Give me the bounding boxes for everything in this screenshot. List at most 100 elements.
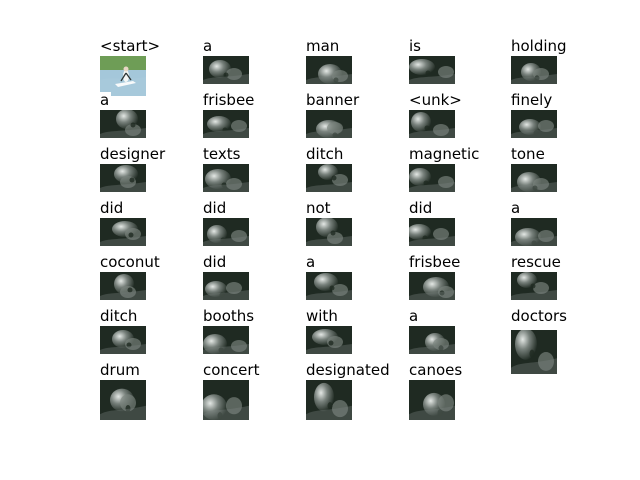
caption-step: texts (203, 146, 293, 200)
caption-word: ditch (100, 307, 140, 325)
caption-word: ditch (306, 145, 346, 163)
caption-step: doctors (511, 307, 601, 374)
caption-step: holding (511, 38, 601, 92)
attention-map-thumbnail (409, 56, 455, 84)
attention-map-thumbnail (203, 218, 249, 246)
caption-step: coconut (100, 254, 190, 308)
attention-map-thumbnail (409, 272, 455, 300)
caption-word: doctors (511, 307, 569, 325)
caption-word: coconut (100, 253, 162, 271)
caption-step: ditch (306, 146, 396, 200)
attention-map-thumbnail (409, 110, 455, 138)
caption-word: frisbee (203, 91, 257, 109)
caption-word: holding (511, 37, 569, 55)
attention-map-thumbnail (306, 380, 352, 420)
caption-step: <start> (100, 37, 190, 96)
caption-step: not (306, 200, 396, 254)
caption-step: a (203, 38, 293, 92)
caption-step: a (306, 254, 396, 308)
caption-step: frisbee (203, 92, 293, 146)
caption-word: <start> (100, 37, 163, 55)
attention-map-thumbnail (306, 272, 352, 300)
caption-word: a (511, 199, 523, 217)
caption-step: rescue (511, 254, 601, 308)
caption-word: frisbee (409, 253, 463, 271)
caption-step: canoes (409, 361, 499, 420)
attention-map-thumbnail (203, 110, 249, 138)
caption-step: did (409, 200, 499, 254)
caption-word: a (203, 37, 215, 55)
caption-word: did (100, 199, 126, 217)
caption-step: frisbee (409, 254, 499, 308)
caption-word: did (203, 253, 229, 271)
caption-step: <unk> (409, 92, 499, 146)
attention-map-thumbnail (409, 164, 455, 192)
caption-step: a (100, 92, 190, 146)
attention-map-thumbnail (100, 380, 146, 420)
caption-word: finely (511, 91, 555, 109)
caption-word: texts (203, 145, 243, 163)
source-image-thumbnail (100, 56, 146, 96)
caption-step: drum (100, 361, 190, 420)
caption-word: booths (203, 307, 257, 325)
caption-word: designated (306, 361, 392, 379)
caption-word: with (306, 307, 340, 325)
attention-map-thumbnail (306, 326, 352, 354)
caption-word: a (306, 253, 318, 271)
attention-map-thumbnail (203, 326, 249, 354)
attention-map-thumbnail (100, 326, 146, 354)
attention-map-thumbnail (409, 380, 455, 420)
caption-step: designated (306, 361, 396, 420)
attention-map-thumbnail (203, 380, 249, 420)
attention-map-thumbnail (100, 110, 146, 138)
caption-step: magnetic (409, 146, 499, 200)
caption-word: a (409, 307, 421, 325)
attention-map-thumbnail (203, 164, 249, 192)
attention-map-thumbnail (203, 272, 249, 300)
caption-word: rescue (511, 253, 563, 271)
attention-map-thumbnail (203, 56, 249, 84)
caption-word: <unk> (409, 91, 464, 109)
caption-step: tone (511, 146, 601, 200)
caption-step: a (511, 200, 601, 254)
attention-map-thumbnail (100, 272, 146, 300)
caption-step: concert (203, 361, 293, 420)
caption-step: man (306, 38, 396, 92)
attention-map-thumbnail (306, 218, 352, 246)
attention-map-thumbnail (511, 110, 557, 138)
caption-step: is (409, 38, 499, 92)
attention-map-thumbnail (511, 56, 557, 84)
caption-word: not (306, 199, 333, 217)
caption-step: did (203, 200, 293, 254)
attention-map-thumbnail (100, 218, 146, 246)
attention-map-thumbnail (511, 164, 557, 192)
caption-word: banner (306, 91, 362, 109)
caption-word: did (409, 199, 435, 217)
caption-word: drum (100, 361, 142, 379)
attention-map-thumbnail (511, 218, 557, 246)
caption-word: is (409, 37, 423, 55)
attention-map-thumbnail (511, 330, 557, 374)
caption-step: booths (203, 308, 293, 362)
caption-step: designer (100, 146, 190, 200)
attention-map-thumbnail (306, 110, 352, 138)
caption-step: with (306, 308, 396, 362)
attention-map-thumbnail (100, 164, 146, 192)
attention-map-thumbnail (306, 56, 352, 84)
caption-step: a (409, 308, 499, 362)
caption-word: concert (203, 361, 262, 379)
caption-step: ditch (100, 308, 190, 362)
caption-word: a (100, 91, 112, 109)
caption-word: designer (100, 145, 168, 163)
attention-map-thumbnail (409, 218, 455, 246)
caption-step: banner (306, 92, 396, 146)
caption-step: finely (511, 92, 601, 146)
caption-step: did (100, 200, 190, 254)
caption-word: canoes (409, 361, 465, 379)
attention-map-thumbnail (306, 164, 352, 192)
attention-map-thumbnail (409, 326, 455, 354)
attention-map-thumbnail (511, 272, 557, 300)
caption-word: man (306, 37, 342, 55)
caption-step: did (203, 254, 293, 308)
